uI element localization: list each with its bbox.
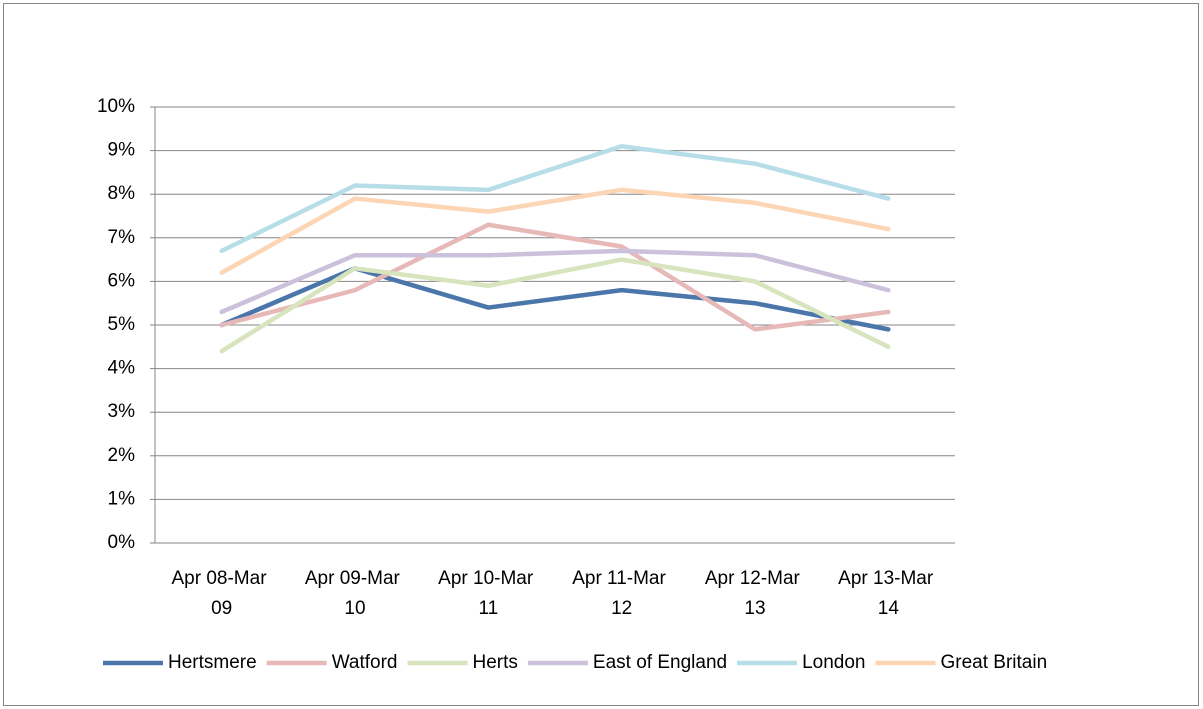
y-tick-label: 5% xyxy=(108,314,136,335)
y-tick-label: 4% xyxy=(108,358,136,379)
y-tick-label: 8% xyxy=(108,183,136,204)
y-tick-label: 10% xyxy=(97,96,135,117)
legend-label: Hertsmere xyxy=(168,652,257,673)
series-line xyxy=(219,222,891,332)
x-tick-label: Apr 09-Mar 10 xyxy=(305,568,405,619)
y-tick-label: 1% xyxy=(108,488,136,509)
y-tick-label: 0% xyxy=(108,532,136,553)
x-tick-label: Apr 10-Mar 11 xyxy=(438,568,538,619)
legend-label: Watford xyxy=(332,652,398,673)
series-line xyxy=(219,248,891,315)
legend-label: Great Britain xyxy=(940,652,1047,673)
y-tick-label: 2% xyxy=(108,445,136,466)
y-tick-label: 6% xyxy=(108,270,136,291)
series-line xyxy=(219,257,891,354)
legend-label: Herts xyxy=(473,652,518,673)
chart-border xyxy=(3,3,1199,706)
series-line xyxy=(219,143,891,254)
x-tick-label: Apr 11-Mar 12 xyxy=(572,568,671,619)
y-tick-label: 3% xyxy=(108,401,136,422)
x-tick-label: Apr 12-Mar 13 xyxy=(705,568,805,619)
series-line xyxy=(219,266,891,332)
x-tick-label: Apr 08-Mar 09 xyxy=(172,568,272,619)
y-tick-label: 9% xyxy=(108,140,136,161)
y-tick-label: 7% xyxy=(108,227,136,248)
legend-label: East of England xyxy=(593,652,727,673)
series-line xyxy=(219,187,891,275)
legend-label: London xyxy=(802,652,865,673)
x-tick-label: Apr 13-Mar 14 xyxy=(838,568,938,619)
